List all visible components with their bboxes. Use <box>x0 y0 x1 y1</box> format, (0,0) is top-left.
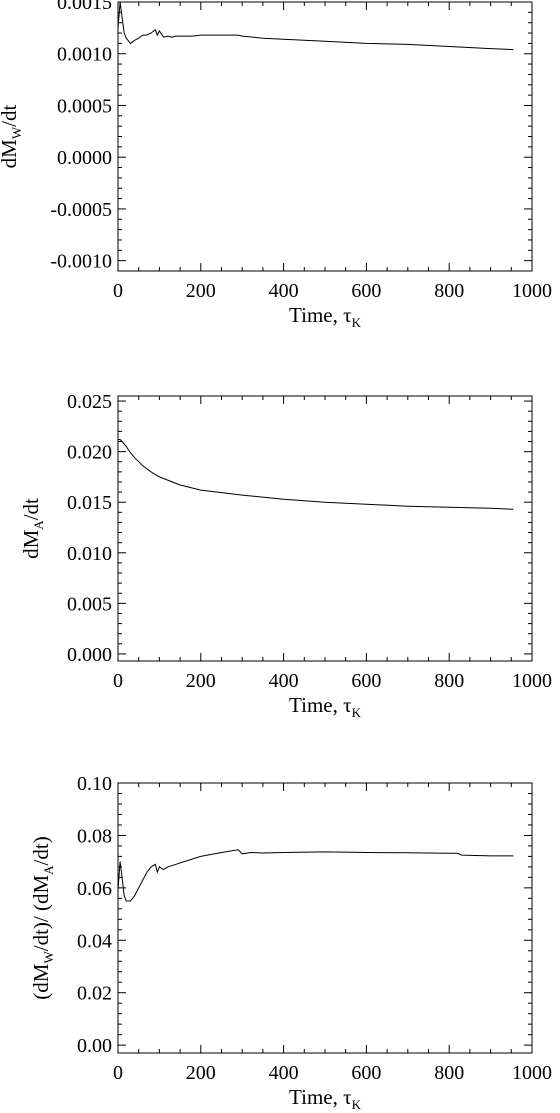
y-tick-label: 0.08 <box>77 825 112 847</box>
x-tick-label: 600 <box>351 280 381 302</box>
x-tick-label: 200 <box>186 1062 216 1084</box>
x-axis-label: Time, τK <box>289 1085 362 1112</box>
x-tick-label: 0 <box>113 670 123 692</box>
x-tick-label: 400 <box>269 670 299 692</box>
y-tick-label: 0.00 <box>77 1035 112 1057</box>
series-line <box>118 439 514 510</box>
panel-dmw-dt: 0 200 400 600 800 1000 -0.0010 -0.0005 0.0000 0.0… <box>0 0 552 330</box>
x-tick-label: 400 <box>269 280 299 302</box>
y-tick-label: 0.0015 <box>57 0 112 14</box>
series-line <box>117 1 514 51</box>
x-tick-label: 0 <box>113 1062 123 1084</box>
y-tick-label: 0.020 <box>67 442 112 464</box>
x-tick-label: 600 <box>351 670 381 692</box>
x-axis-label: Time, τK <box>289 693 362 720</box>
y-tick-label: 0.0000 <box>57 147 112 169</box>
y-tick-label: 0.02 <box>77 983 112 1005</box>
x-tick-label: 800 <box>434 670 464 692</box>
panel-dma-dt: 0 200 400 600 800 1000 0.000 0.005 0.010 0.015 0.0… <box>19 391 552 720</box>
x-axis-label: Time, τK <box>289 303 362 330</box>
y-axis-label: (dMW/dt)/ (dMA/dt) <box>29 836 56 999</box>
x-tick-label: 800 <box>434 280 464 302</box>
y-tick-label: 0.0010 <box>57 44 112 66</box>
y-tick-label: 0.010 <box>67 543 112 565</box>
x-tick-label: 400 <box>269 1062 299 1084</box>
y-tick-label: 0.10 <box>77 773 112 795</box>
y-tick-label: 0.0005 <box>57 95 112 117</box>
y-tick-label: 0.06 <box>77 878 112 900</box>
plot-frame <box>117 395 533 662</box>
x-tick-label: 600 <box>351 1062 381 1084</box>
x-tick-label: 200 <box>186 280 216 302</box>
y-tick-label: 0.000 <box>67 644 112 666</box>
x-tick-label: 0 <box>113 280 123 302</box>
x-tick-label: 800 <box>434 1062 464 1084</box>
y-tick-label: 0.04 <box>77 930 112 952</box>
x-tick-label: 200 <box>186 670 216 692</box>
x-tick-label: 1000 <box>512 1062 552 1084</box>
plot-frame <box>117 1 533 272</box>
x-tick-label: 1000 <box>512 280 552 302</box>
y-tick-label: 0.025 <box>67 391 112 413</box>
y-tick-label: -0.0010 <box>50 251 112 273</box>
x-tick-label: 1000 <box>512 670 552 692</box>
y-axis-label: dMW/dt <box>0 105 24 169</box>
y-axis-label: dMA/dt <box>19 498 46 559</box>
plot-frame <box>117 782 533 1054</box>
y-tick-label: 0.005 <box>67 593 112 615</box>
y-tick-label: -0.0005 <box>50 199 112 221</box>
y-tick-label: 0.015 <box>67 492 112 514</box>
series-line <box>117 849 514 902</box>
panel-ratio: 0 200 400 600 800 1000 0.00 0.02 0.04 0.06 0.08 0.1… <box>29 773 552 1112</box>
